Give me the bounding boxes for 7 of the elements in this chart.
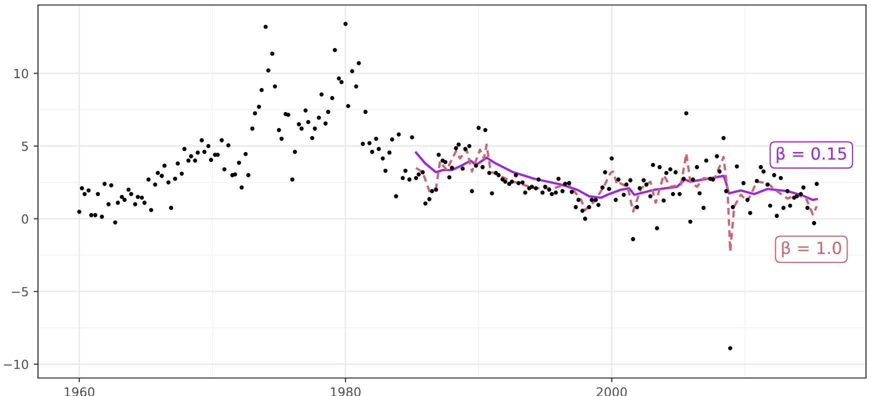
y-tick-label: −10	[4, 360, 28, 370]
annotation: β = 0.15	[776, 146, 846, 164]
y-tick-label: 10	[14, 68, 28, 78]
y-tick-label: 0	[22, 214, 28, 224]
y-tick-label: −5	[12, 287, 28, 296]
annotation: β = 1.0	[782, 241, 842, 258]
y-tick-label: 5	[22, 142, 28, 151]
